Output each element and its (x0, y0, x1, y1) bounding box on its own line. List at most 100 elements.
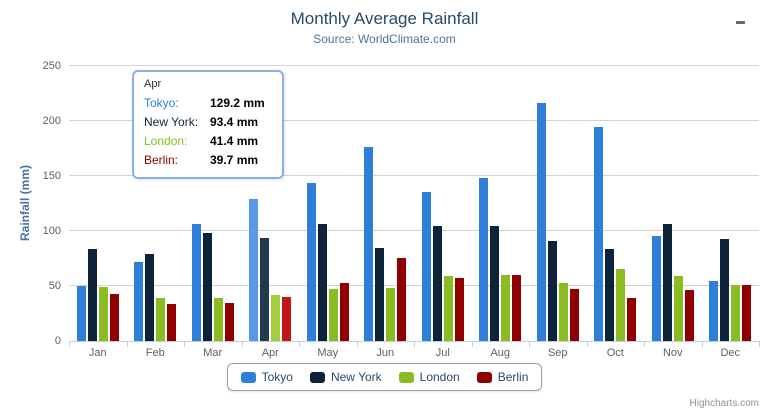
bar-tokyo-jun[interactable] (364, 147, 374, 341)
bar-new-york-jul[interactable] (432, 225, 442, 341)
bar-berlin-nov[interactable] (684, 289, 694, 341)
bar-berlin-jan[interactable] (109, 294, 119, 341)
bar-berlin-feb[interactable] (167, 304, 177, 341)
tooltip-series-value: 41.4 mm (210, 134, 259, 148)
bar-tokyo-apr[interactable] (249, 198, 259, 341)
bar-london-dec[interactable] (731, 284, 741, 341)
credits-link[interactable]: Highcharts.com (689, 398, 759, 409)
bar-london-nov[interactable] (673, 275, 683, 341)
legend-swatch-icon (476, 371, 492, 383)
x-axis-label-aug: Aug (490, 347, 511, 359)
y-axis-label-0: 0 (54, 335, 61, 347)
x-axis-label-jan: Jan (88, 347, 107, 359)
gridline-200 (69, 120, 759, 121)
bar-berlin-jul[interactable] (454, 277, 464, 341)
bar-new-york-sep[interactable] (547, 240, 557, 341)
bar-tokyo-aug[interactable] (479, 177, 489, 341)
hamburger-bar (736, 21, 745, 24)
x-axis-tick (701, 341, 703, 347)
x-axis-tick (759, 341, 760, 347)
bar-new-york-may[interactable] (317, 224, 327, 341)
bar-tokyo-may[interactable] (306, 182, 316, 341)
x-axis-label-apr: Apr (261, 347, 279, 359)
x-axis-tick (299, 341, 300, 347)
x-axis-tick (356, 341, 358, 347)
x-axis-label-oct: Oct (606, 347, 624, 359)
bar-berlin-mar[interactable] (224, 303, 234, 341)
bar-london-sep[interactable] (558, 283, 568, 341)
bar-london-jan[interactable] (98, 287, 108, 341)
gridline-150 (69, 175, 759, 176)
x-axis-label-jul: Jul (435, 347, 450, 359)
bar-london-oct[interactable] (616, 269, 626, 341)
bar-new-york-jan[interactable] (87, 249, 97, 341)
bar-new-york-dec[interactable] (720, 239, 730, 341)
bar-new-york-jun[interactable] (375, 248, 385, 341)
legend-swatch-icon (240, 371, 256, 383)
x-axis-label-mar: Mar (203, 347, 223, 359)
bar-tokyo-nov[interactable] (651, 235, 661, 341)
bar-london-aug[interactable] (501, 275, 511, 341)
bar-tokyo-feb[interactable] (134, 262, 144, 341)
chart-subtitle: Source: WorldClimate.com (313, 32, 456, 46)
tooltip-series-value: 39.7 mm (210, 153, 259, 167)
tooltip-series-label: New York: (144, 115, 199, 129)
tooltip-row-berlin: Berlin: 39.7 mm (144, 151, 272, 170)
y-axis-label-150: 150 (42, 170, 61, 182)
tooltip-series-label: Tokyo: (144, 96, 179, 110)
legend-item-label: London (419, 370, 460, 384)
bar-berlin-jun[interactable] (397, 257, 407, 341)
gridline-250 (69, 65, 759, 66)
chart-title: Monthly Average Rainfall (290, 9, 479, 28)
bar-new-york-feb[interactable] (145, 254, 155, 341)
x-axis-tick (414, 341, 415, 347)
y-axis-label-50: 50 (48, 280, 61, 292)
legend-item-tokyo[interactable]: Tokyo (240, 370, 293, 384)
tooltip-header: Apr (144, 78, 162, 90)
bar-new-york-nov[interactable] (662, 223, 672, 341)
bar-tokyo-oct[interactable] (594, 127, 604, 341)
x-axis-label-sep: Sep (547, 347, 568, 359)
bar-new-york-mar[interactable] (202, 232, 212, 341)
bar-london-jun[interactable] (386, 287, 396, 341)
bar-berlin-dec[interactable] (742, 284, 752, 341)
bar-london-apr[interactable] (271, 295, 281, 341)
x-axis-tick (471, 341, 473, 347)
bar-new-york-apr[interactable] (260, 238, 270, 341)
y-axis-label-100: 100 (42, 225, 61, 237)
bar-tokyo-mar[interactable] (191, 223, 201, 341)
tooltip-row-new-york: New York: 93.4 mm (144, 113, 272, 132)
bar-london-may[interactable] (328, 289, 338, 341)
legend-item-new-york[interactable]: New York (309, 370, 382, 384)
legend-item-london[interactable]: London (398, 370, 460, 384)
bar-tokyo-dec[interactable] (709, 281, 719, 341)
bar-london-feb[interactable] (156, 298, 166, 341)
bar-berlin-sep[interactable] (569, 288, 579, 341)
tooltip: Apr Tokyo: 129.2 mm New York: 93.4 mm London… (132, 70, 284, 179)
legend-item-label: Tokyo (261, 370, 293, 384)
legend-item-label: New York (330, 370, 382, 384)
bar-berlin-apr[interactable] (282, 297, 292, 341)
bar-berlin-oct[interactable] (627, 297, 637, 341)
legend: Tokyo New York London Berlin (0, 363, 769, 391)
bar-new-york-oct[interactable] (605, 249, 615, 341)
x-axis-label-may: May (317, 347, 339, 359)
tooltip-row-tokyo: Tokyo: 129.2 mm (144, 94, 272, 113)
bar-new-york-aug[interactable] (490, 226, 500, 341)
x-axis-tick (126, 341, 128, 347)
bar-tokyo-jan[interactable] (76, 286, 86, 341)
x-axis-label-dec: Dec (720, 347, 741, 359)
bar-tokyo-jul[interactable] (421, 191, 431, 341)
bar-london-jul[interactable] (443, 276, 453, 341)
bar-london-mar[interactable] (213, 297, 223, 341)
tooltip-series-value: 129.2 mm (210, 96, 265, 110)
bar-berlin-may[interactable] (339, 283, 349, 341)
legend-swatch-icon (309, 371, 325, 383)
x-axis-label-jun: Jun (376, 347, 395, 359)
legend-item-berlin[interactable]: Berlin (476, 370, 529, 384)
bar-tokyo-sep[interactable] (536, 102, 546, 341)
x-axis-label-nov: Nov (662, 347, 683, 359)
legend-item-label: Berlin (497, 370, 529, 384)
bar-berlin-aug[interactable] (512, 274, 522, 341)
